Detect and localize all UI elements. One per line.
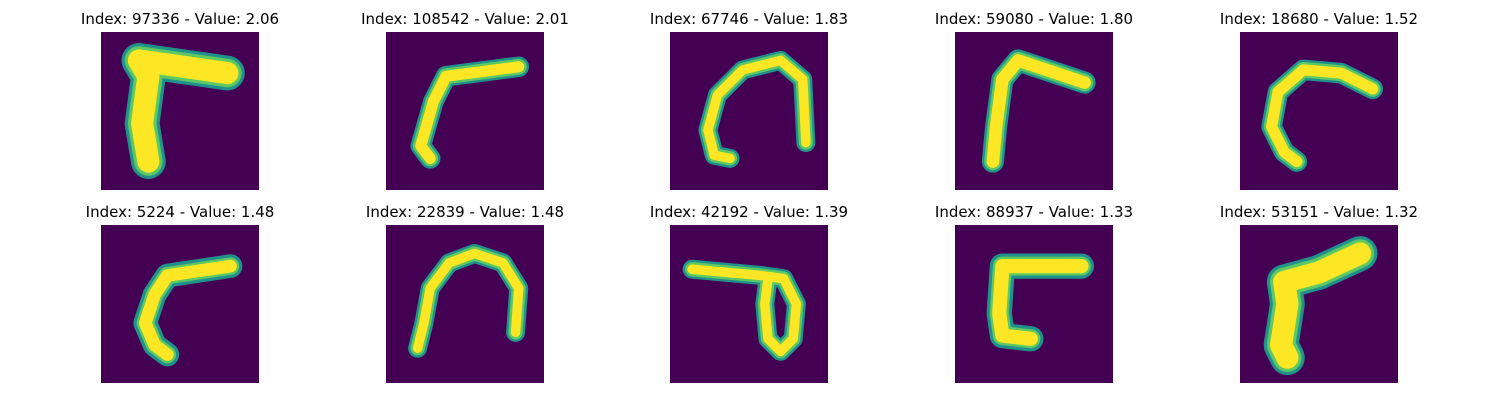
panel-image (1240, 225, 1398, 383)
grid-panel: Index: 42192 - Value: 1.39 (629, 203, 869, 393)
panel-image (955, 32, 1113, 190)
panel-title: Index: 59080 - Value: 1.80 (934, 10, 1134, 28)
grid-panel: Index: 88937 - Value: 1.33 (914, 203, 1154, 393)
panel-title: Index: 97336 - Value: 2.06 (80, 10, 280, 28)
panel-image (1240, 32, 1398, 190)
panel-title: Index: 108542 - Value: 2.01 (361, 10, 569, 28)
panel-title: Index: 53151 - Value: 1.32 (1219, 203, 1419, 221)
panel-image (955, 225, 1113, 383)
panel-image (101, 225, 259, 383)
panel-image (386, 32, 544, 190)
panel-image (386, 225, 544, 383)
panel-title: Index: 22839 - Value: 1.48 (365, 203, 565, 221)
grid-panel: Index: 18680 - Value: 1.52 (1199, 10, 1439, 200)
grid-panel: Index: 5224 - Value: 1.48 (60, 203, 300, 393)
grid-panel: Index: 59080 - Value: 1.80 (914, 10, 1154, 200)
grid-panel: Index: 108542 - Value: 2.01 (345, 10, 585, 200)
panel-title: Index: 88937 - Value: 1.33 (934, 203, 1134, 221)
panel-image (101, 32, 259, 190)
panel-title: Index: 67746 - Value: 1.83 (649, 10, 849, 28)
grid-panel: Index: 67746 - Value: 1.83 (629, 10, 869, 200)
grid-panel: Index: 22839 - Value: 1.48 (345, 203, 585, 393)
panel-title: Index: 5224 - Value: 1.48 (85, 203, 275, 221)
grid-panel: Index: 97336 - Value: 2.06 (60, 10, 300, 200)
panel-image (670, 225, 828, 383)
grid-panel: Index: 53151 - Value: 1.32 (1199, 203, 1439, 393)
panel-image (670, 32, 828, 190)
panel-title: Index: 18680 - Value: 1.52 (1219, 10, 1419, 28)
panel-title: Index: 42192 - Value: 1.39 (649, 203, 849, 221)
